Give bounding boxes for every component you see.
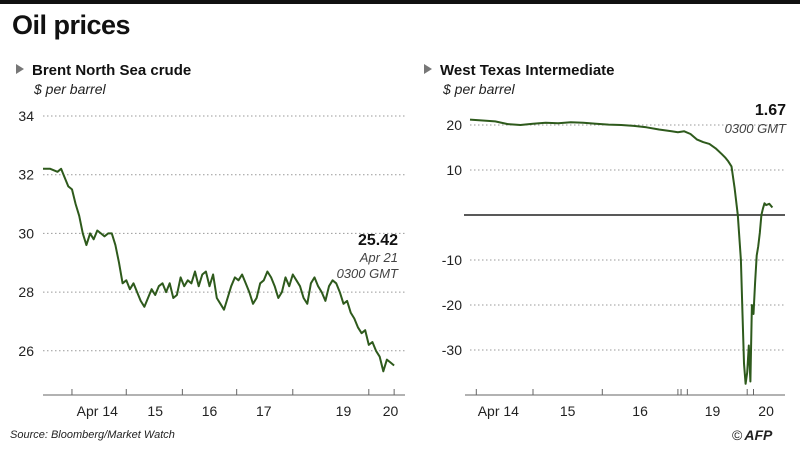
brent-x-tick-label: 17: [256, 403, 272, 419]
top-rule: [0, 0, 800, 4]
wti-unit-label: $ per barrel: [443, 81, 515, 97]
brent-x-tick-label: 15: [147, 403, 163, 419]
brent-x-tick-label: 16: [202, 403, 218, 419]
wti-y-tick-label: 10: [446, 162, 462, 178]
brent-y-tick-label: 30: [18, 225, 34, 241]
brent-x-tick-label: 19: [336, 403, 352, 419]
page-title: Oil prices: [12, 10, 131, 40]
brent-y-tick-label: 34: [18, 108, 34, 124]
wti-x-tick-label: 15: [560, 403, 576, 419]
copyright-symbol: ©: [732, 427, 743, 443]
brent-price-line: [43, 167, 395, 373]
brent-title-text: Brent North Sea crude: [32, 62, 192, 79]
brent-unit-label: $ per barrel: [34, 81, 106, 97]
wti-x-tick-label: 20: [758, 403, 774, 419]
wti-y-tick-label: 20: [446, 117, 462, 133]
triangle-bullet-icon: [16, 64, 24, 74]
brent-last-time: 0300 GMT: [337, 266, 399, 281]
wti-y-tick-label: -20: [442, 297, 462, 313]
afp-logo: © AFP: [732, 427, 772, 443]
wti-panel-title: West Texas Intermediate: [424, 62, 615, 79]
afp-logo-text: AFP: [744, 427, 773, 443]
wti-price-line: [469, 118, 774, 385]
brent-last-value: 25.42: [358, 232, 398, 249]
brent-y-tick-label: 26: [18, 343, 34, 359]
brent-panel-title: Brent North Sea crude: [16, 62, 191, 79]
wti-x-tick-label: Apr 14: [478, 403, 519, 419]
brent-y-tick-label: 32: [18, 167, 34, 183]
wti-last-value: 1.67: [755, 102, 786, 119]
wti-x-tick-label: 16: [632, 403, 648, 419]
wti-y-tick-label: -30: [442, 342, 462, 358]
wti-x-tick-label: 19: [705, 403, 721, 419]
brent-last-date: Apr 21: [359, 250, 398, 265]
brent-x-tick-label: 20: [383, 403, 399, 419]
source-note: Source: Bloomberg/Market Watch: [10, 429, 175, 441]
triangle-bullet-icon: [424, 64, 432, 74]
brent-x-tick-label: Apr 14: [77, 403, 118, 419]
wti-title-text: West Texas Intermediate: [440, 62, 615, 79]
wti-last-time: 0300 GMT: [725, 121, 787, 136]
wti-y-tick-label: -10: [442, 252, 462, 268]
brent-y-tick-label: 28: [18, 284, 34, 300]
